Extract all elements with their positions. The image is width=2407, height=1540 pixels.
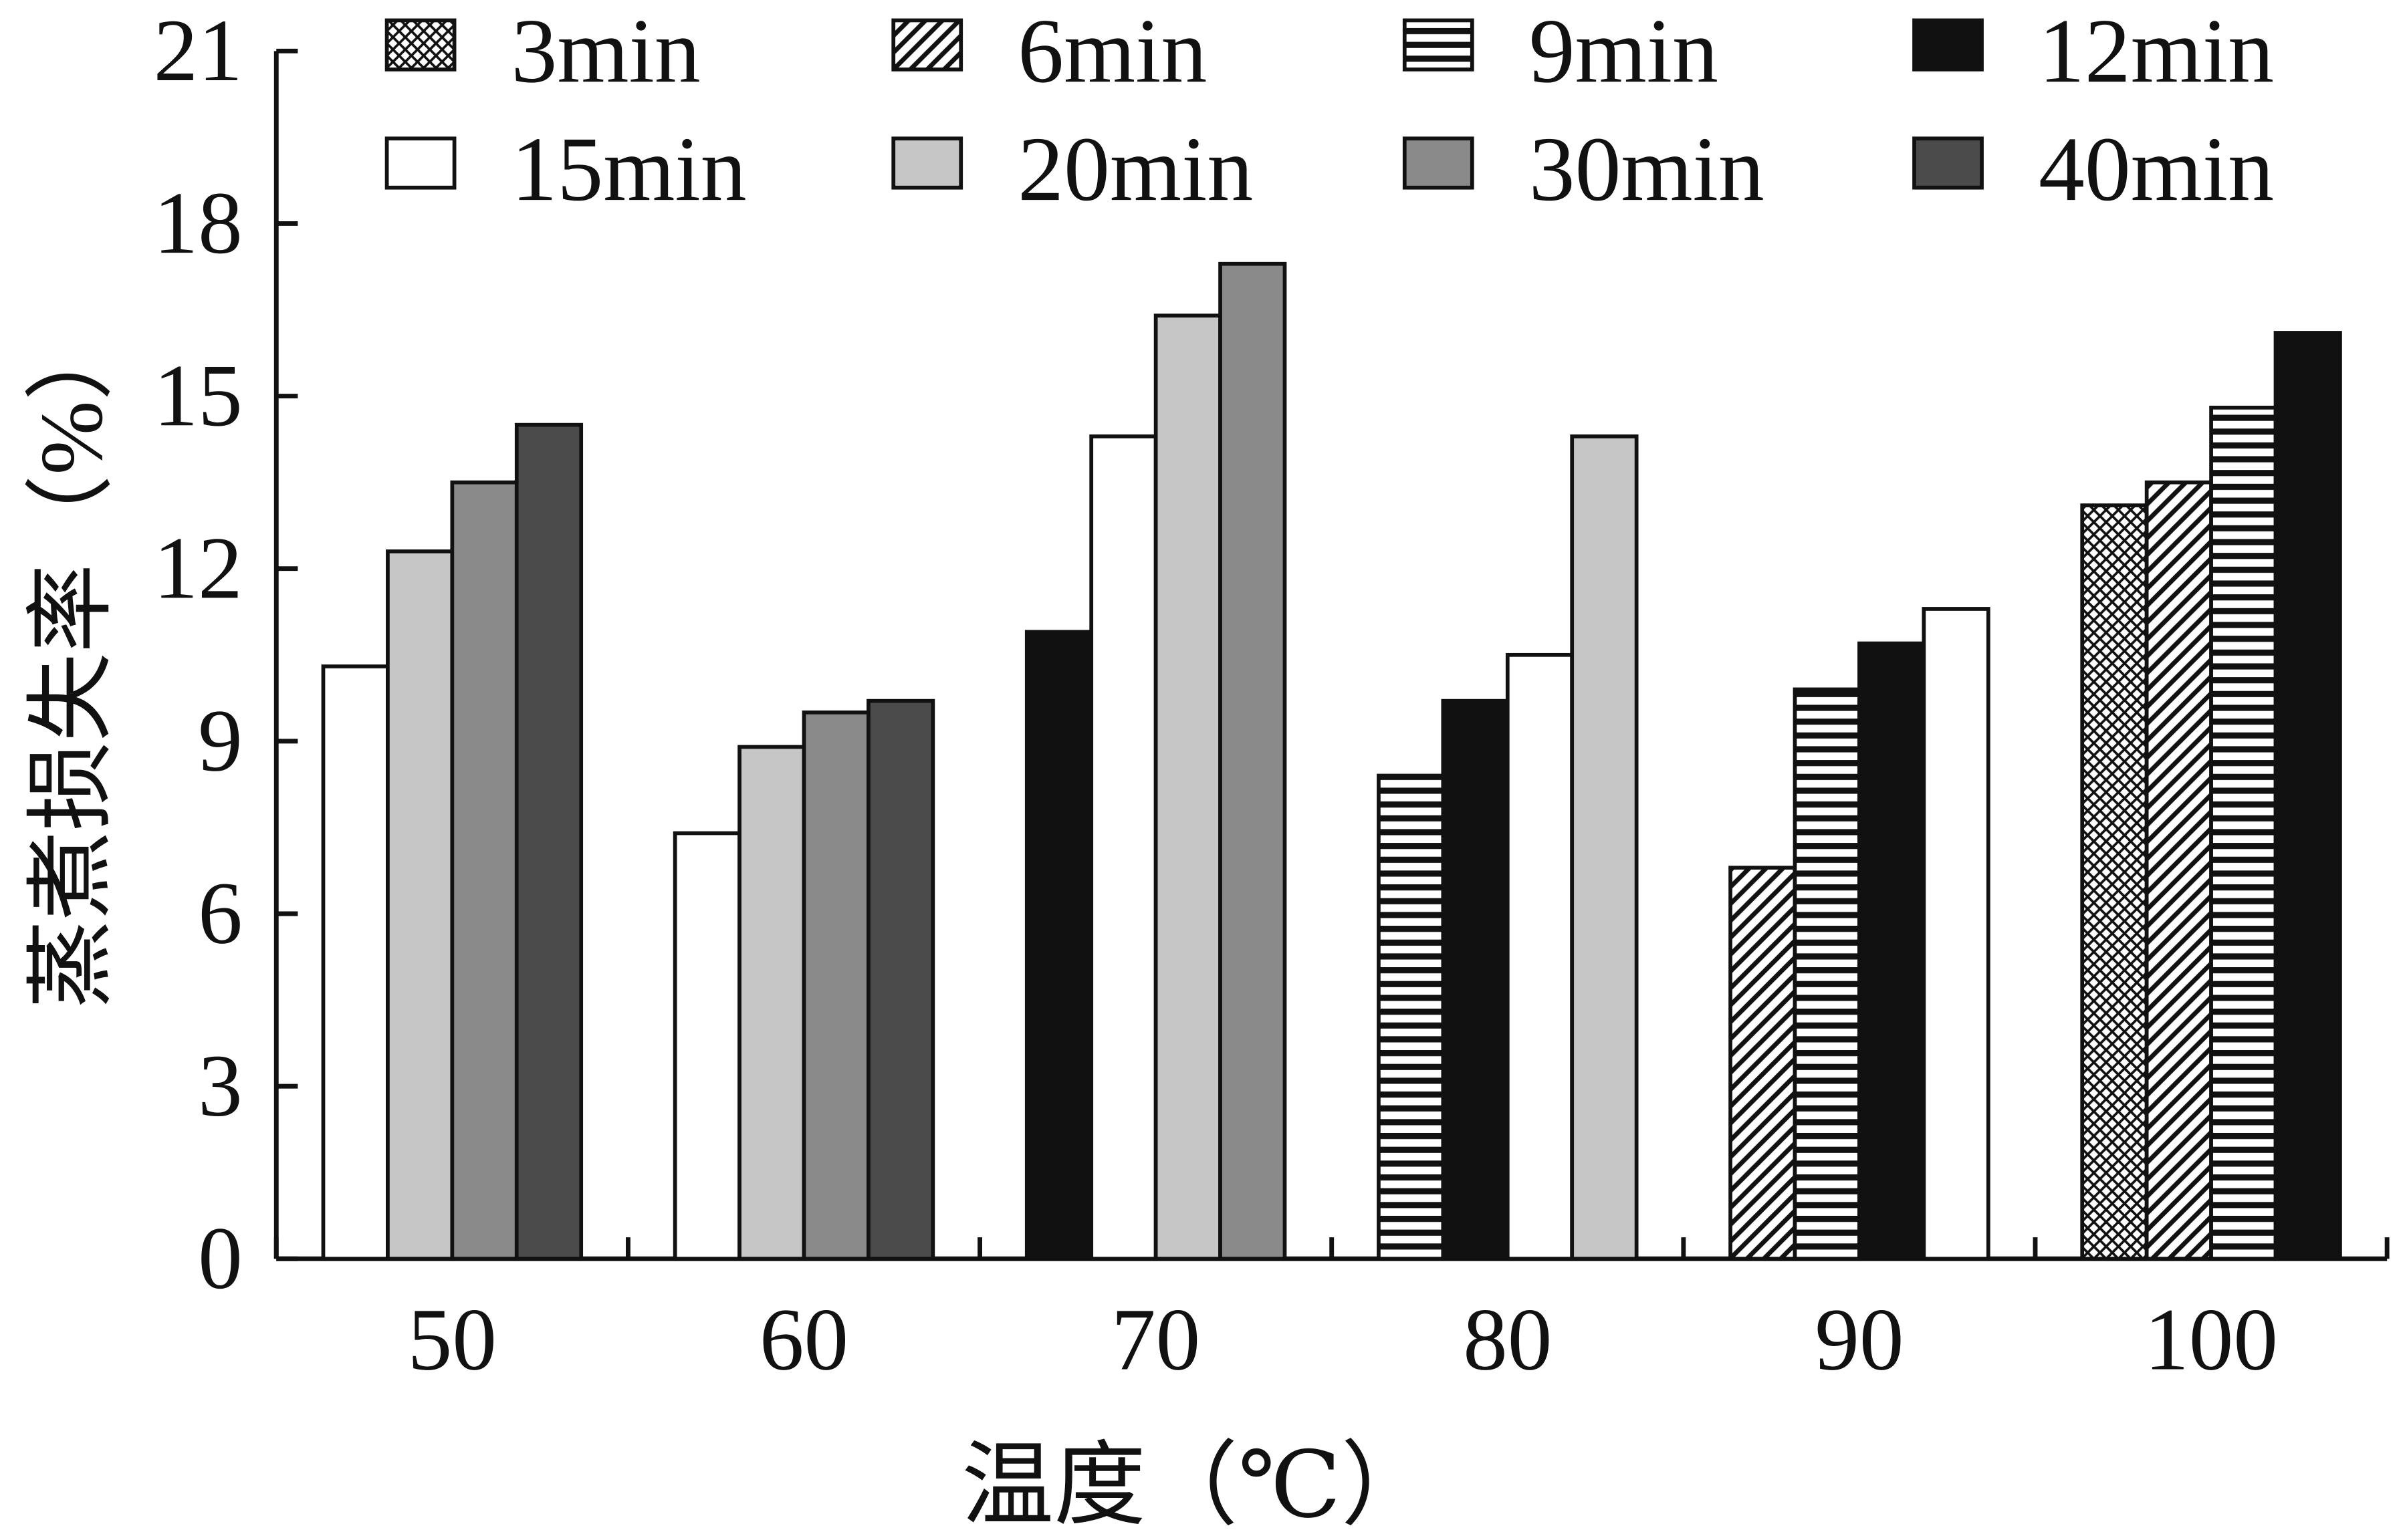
bar-30min-50 (450, 480, 519, 1261)
y-axis-label: 蒸煮损失率（%） (22, 311, 121, 1009)
bar-12min-100 (2273, 331, 2342, 1261)
bar-20min-70 (1153, 313, 1222, 1261)
legend-swatch-6min (891, 18, 963, 72)
legend-swatch-20min (891, 136, 963, 190)
x-tick-label: 60 (760, 1290, 848, 1389)
x-axis-label: 温度（℃） (961, 1434, 1433, 1537)
legend-swatch-3min (384, 18, 457, 72)
legend-swatch-12min (1912, 18, 1984, 72)
bar-12min-80 (1441, 698, 1510, 1261)
x-tick-label: 70 (1111, 1290, 1200, 1389)
bar-15min-90 (1922, 607, 1990, 1261)
bar-15min-80 (1505, 652, 1575, 1261)
legend-swatch-40min (1912, 136, 1984, 190)
bar-6min-100 (2144, 480, 2213, 1261)
legend-label-3min: 3min (511, 0, 701, 102)
y-tick-label: 15 (154, 346, 243, 444)
bar-3min-100 (2080, 503, 2149, 1261)
bar-6min-90 (1728, 866, 1797, 1261)
bar-20min-60 (737, 745, 806, 1261)
legend-swatch-30min (1402, 136, 1474, 190)
bar-15min-50 (321, 664, 390, 1261)
bar-40min-60 (867, 698, 935, 1261)
x-tick-label: 50 (408, 1290, 497, 1389)
bar-20min-50 (386, 549, 455, 1261)
y-tick-label: 12 (154, 518, 243, 617)
legend-label-9min: 9min (1529, 0, 1718, 102)
legend-label-15min: 15min (511, 118, 747, 220)
bar-9min-90 (1793, 687, 1861, 1261)
legend-label-30min: 30min (1529, 118, 1764, 220)
axes: 0 3 6 9 12 15 18 21 50 60 70 80 90 100 (154, 1, 2390, 1389)
legend: 3min 6min 9min 12min 15min 20min 30min 40min (384, 0, 2274, 220)
x-tick-label: 90 (1815, 1290, 1904, 1389)
x-tick-label: 80 (1463, 1290, 1552, 1389)
bar-20min-80 (1570, 434, 1639, 1261)
x-tick-label: 100 (2144, 1290, 2278, 1389)
y-tick-label: 6 (198, 864, 243, 962)
y-tick-label: 0 (198, 1208, 243, 1307)
legend-label-40min: 40min (2039, 118, 2274, 220)
legend-label-12min: 12min (2039, 0, 2274, 102)
bar-9min-80 (1377, 773, 1446, 1261)
bar-12min-70 (1024, 630, 1094, 1261)
bar-30min-70 (1218, 261, 1287, 1261)
y-tick-label: 18 (154, 173, 243, 272)
bar-9min-100 (2209, 405, 2278, 1261)
legend-label-6min: 6min (1018, 0, 1207, 102)
y-tick-label: 3 (198, 1036, 243, 1135)
y-tick-label: 21 (154, 1, 243, 100)
bar-15min-60 (673, 831, 741, 1261)
y-tick-label: 9 (198, 690, 243, 789)
bar-40min-50 (514, 422, 584, 1261)
bars (321, 261, 2342, 1261)
bar-15min-70 (1089, 434, 1158, 1261)
bar-12min-90 (1857, 641, 1926, 1261)
bar-30min-60 (802, 710, 871, 1261)
legend-label-20min: 20min (1018, 118, 1253, 220)
legend-swatch-15min (384, 136, 457, 190)
legend-swatch-9min (1402, 18, 1474, 72)
